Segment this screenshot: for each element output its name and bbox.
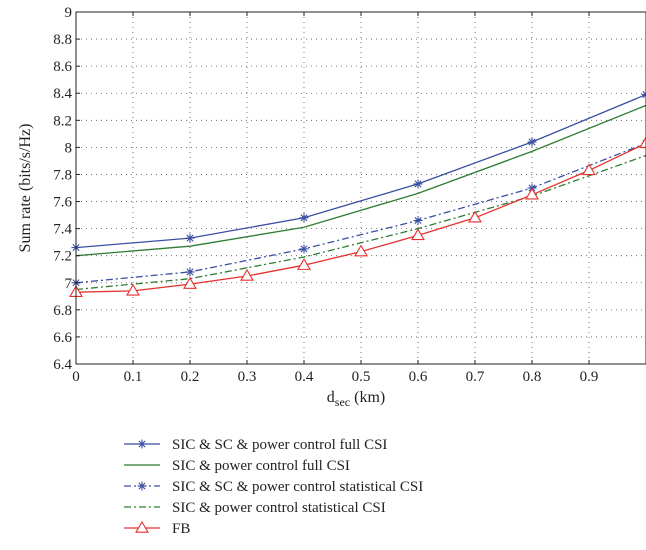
y-tick-label: 6.6	[53, 330, 72, 346]
legend-item: SIC & power control full CSI	[124, 458, 350, 474]
series-4	[75, 154, 646, 291]
x-tick-label: 0.3	[238, 369, 257, 385]
y-tick-label: 8.8	[53, 32, 72, 48]
series-line	[75, 154, 646, 291]
triangle-marker	[126, 283, 140, 296]
triangle-marker	[525, 187, 539, 200]
triangle-marker	[297, 258, 311, 270]
series-line	[75, 104, 646, 257]
triangle-marker	[639, 136, 646, 149]
x-tick-label: 0.1	[124, 369, 143, 385]
legend-label: SIC & power control statistical CSI	[172, 500, 386, 516]
triangle-marker	[240, 268, 254, 281]
axis-ticks: 0 0.1 0.2 0.3 0.4 0.5 0.6 0.7 0.8 0.9 6.4 6.6 6.8 7 7.…	[53, 5, 598, 385]
y-tick-label: 7.2	[53, 249, 72, 265]
y-tick-label: 7.8	[53, 167, 72, 183]
legend-item: SIC & SC & power control statistical CSI	[124, 479, 423, 495]
legend-item: SIC & power control statistical CSI	[124, 500, 386, 516]
series-line	[75, 93, 646, 249]
legend-label: SIC & power control full CSI	[172, 458, 350, 474]
star-marker	[185, 267, 195, 277]
y-tick-label: 7.6	[53, 195, 72, 211]
x-axis-title: dsec (km)	[327, 389, 385, 409]
triangle-marker	[468, 210, 482, 223]
star-marker	[185, 233, 195, 243]
y-tick-label: 7	[65, 276, 73, 292]
legend-item: SIC & SC & power control full CSI	[124, 437, 387, 453]
star-marker	[137, 481, 147, 491]
y-tick-label: 7.4	[53, 222, 72, 238]
y-tick-label: 8.2	[53, 113, 72, 129]
series-lines	[69, 90, 646, 297]
triangle-marker	[411, 228, 425, 241]
star-marker	[299, 244, 309, 254]
x-tick-label: 0.7	[466, 369, 485, 385]
series-5	[69, 136, 646, 297]
star-marker	[299, 213, 309, 223]
star-marker	[413, 215, 423, 225]
legend-label: SIC & SC & power control full CSI	[172, 437, 387, 453]
legend-label: SIC & SC & power control statistical CSI	[172, 479, 423, 495]
legend-item: FB	[124, 520, 190, 537]
x-tick-label: 0.8	[523, 369, 542, 385]
x-tick-label: 0.9	[580, 369, 599, 385]
x-tick-label: 0.4	[295, 369, 314, 385]
x-tick-label: 0.6	[409, 369, 428, 385]
y-axis-title: Sum rate (bits/s/Hz)	[17, 124, 34, 253]
series-3	[71, 138, 646, 288]
y-tick-label: 6.4	[53, 357, 72, 373]
series-line	[75, 142, 646, 284]
series-2	[75, 104, 646, 257]
star-marker	[527, 137, 537, 147]
y-tick-label: 8.4	[53, 86, 72, 102]
y-tick-label: 8	[65, 140, 73, 156]
legend: SIC & SC & power control full CSI SIC & p…	[124, 437, 423, 537]
x-tick-label: 0	[72, 369, 80, 385]
star-marker	[413, 179, 423, 189]
x-tick-label: 0.2	[181, 369, 200, 385]
star-marker	[641, 90, 646, 100]
grid-lines	[76, 12, 646, 364]
triangle-marker	[135, 520, 149, 533]
legend-label: FB	[172, 521, 190, 537]
triangle-marker	[582, 163, 596, 176]
y-tick-label: 8.6	[53, 59, 72, 75]
triangle-marker	[183, 277, 197, 289]
series-1	[71, 90, 646, 253]
x-tick-label: 0.5	[352, 369, 371, 385]
y-tick-label: 6.8	[53, 303, 72, 319]
y-tick-label: 9	[65, 5, 73, 21]
star-marker	[137, 439, 147, 449]
triangle-marker	[354, 244, 368, 257]
